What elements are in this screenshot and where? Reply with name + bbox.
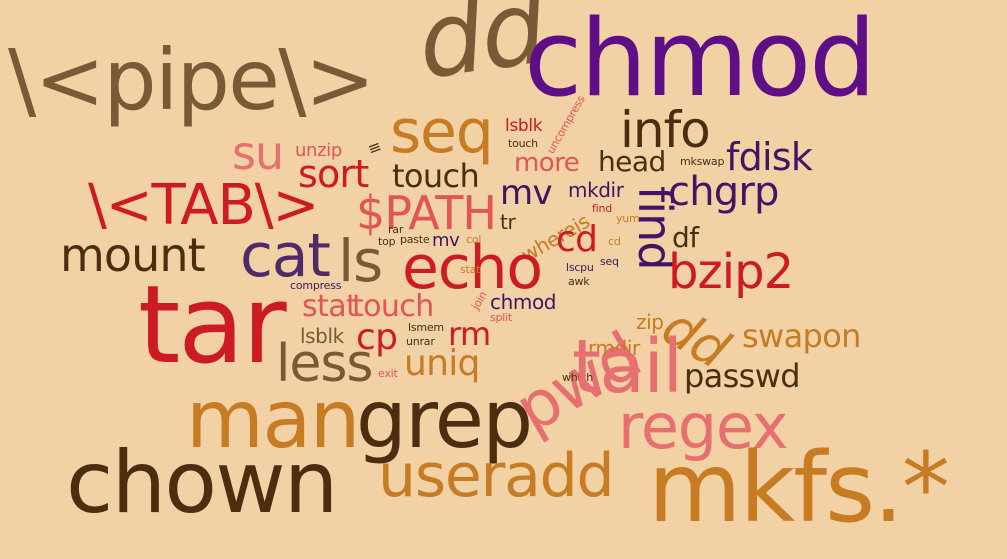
cloud-word-man: man [186, 373, 360, 466]
cloud-word-awk: awk [568, 275, 590, 288]
cloud-word-grep: grep [356, 373, 533, 466]
cloud-word-find-small: find [592, 202, 613, 215]
cloud-word-chmod-small: chmod [490, 290, 557, 314]
cloud-word-touch-tiny: touch [508, 137, 538, 150]
cloud-word-exit: exit [378, 367, 398, 380]
cloud-word-cd-tiny: cd [608, 235, 621, 248]
cloud-word-unzip: unzip [295, 140, 342, 161]
cloud-word-path: $PATH [356, 186, 497, 240]
cloud-word-col: col [466, 233, 482, 246]
cloud-word-lsblk: lsblk [300, 324, 344, 348]
cloud-word-df: df [672, 221, 699, 254]
cloud-word-info: info [620, 101, 711, 159]
cloud-word-stat-small: stat [460, 263, 481, 276]
cloud-word-paste: paste [400, 233, 430, 246]
cloud-word-chown: chown [66, 433, 338, 533]
cloud-word-fdisk: fdisk [726, 135, 813, 179]
cloud-word-mount: mount [60, 228, 206, 282]
cloud-word-less: less [276, 334, 374, 394]
cloud-word-mv-medium: mv [500, 173, 553, 213]
cloud-word-rmdir: rmdir [588, 336, 640, 360]
cloud-word-touch: touch [392, 157, 480, 195]
cloud-word-swapon: swapon [742, 317, 861, 355]
cloud-word-split: split [490, 311, 513, 324]
cloud-word-stat: stat [302, 289, 358, 324]
cloud-word-su: su [232, 126, 284, 180]
cloud-word-tab: \<TAB\> [88, 173, 319, 238]
cloud-word-tail: tail [572, 324, 683, 410]
cloud-word-bzip2: bzip2 [668, 244, 794, 300]
cloud-word-chmod-large: chmod [524, 0, 876, 120]
cloud-word-top: top [378, 235, 396, 248]
cloud-word-tar: tar [138, 263, 287, 388]
cloud-word-seq-small: seq [600, 255, 619, 268]
cloud-word-sort: sort [298, 152, 369, 196]
cloud-word-touch-medium: touch [352, 289, 434, 324]
cloud-word-regex: regex [618, 390, 788, 463]
cloud-word-lsmem: lsmem [408, 321, 444, 334]
cloud-word-unrar: unrar [406, 335, 435, 348]
cloud-word-head: head [598, 145, 666, 178]
cloud-word-rar: rar [388, 223, 404, 236]
cloud-word-lsblk-small: lsblk [505, 116, 543, 136]
cloud-word-mkfs: mkfs.* [648, 432, 950, 544]
cloud-word-cd-medium: cd [556, 219, 598, 260]
cloud-word-mv-small: mv [432, 230, 460, 251]
cloud-word-zip: zip [636, 310, 664, 334]
cloud-word-rm-medium: rm [448, 315, 491, 353]
cloud-word-ls: ls [338, 227, 383, 295]
cloud-word-yum: yum [616, 212, 640, 225]
cloud-word-lscpu: lscpu [566, 261, 594, 274]
cloud-word-seq: seq [390, 97, 494, 167]
cloud-word-passwd: passwd [684, 357, 801, 395]
cloud-word-mkswap: mkswap [680, 155, 725, 168]
cloud-word-tr: tr [500, 210, 516, 234]
cloud-word-mkdir: mkdir [568, 178, 624, 202]
cloud-word-echo: echo [402, 233, 543, 303]
cloud-word-useradd: useradd [378, 441, 615, 511]
cloud-word-uniq: uniq [404, 343, 480, 384]
cloud-word-compress: compress [290, 279, 342, 292]
cloud-word-cp: cp [356, 317, 398, 358]
cloud-word-pipe: \<pipe\> [8, 31, 375, 129]
cloud-word-more: more [514, 148, 580, 178]
cloud-word-cat: cat [240, 221, 331, 291]
cloud-word-chgrp: chgrp [668, 169, 779, 215]
cloud-word-which: which [562, 371, 593, 384]
